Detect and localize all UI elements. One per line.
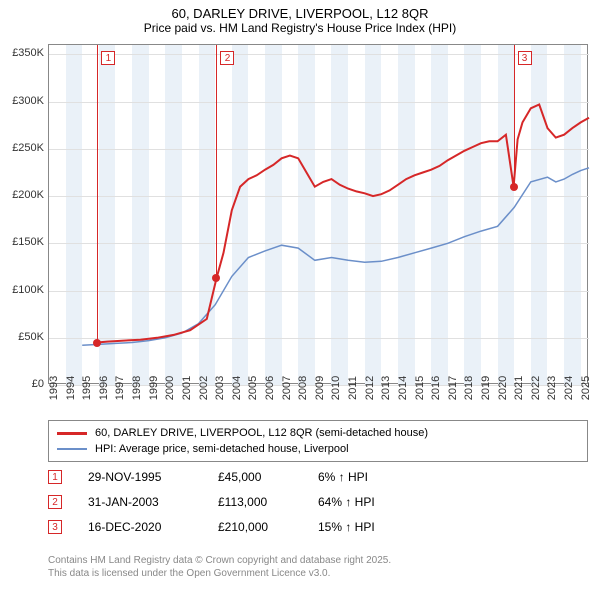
legend-swatch xyxy=(57,432,87,435)
x-tick-label: 2008 xyxy=(297,376,309,400)
y-axis: £0£50K£100K£150K£200K£250K£300K£350K xyxy=(0,44,46,384)
sale-delta: 15% ↑ HPI xyxy=(318,520,438,534)
x-tick-label: 2020 xyxy=(497,376,509,400)
sale-marker-dot xyxy=(510,183,518,191)
x-tick-label: 2025 xyxy=(580,376,592,400)
sale-price: £113,000 xyxy=(218,495,318,509)
sale-row: 1 29-NOV-1995£45,0006% ↑ HPI xyxy=(48,464,588,489)
legend-label: 60, DARLEY DRIVE, LIVERPOOL, L12 8QR (se… xyxy=(95,427,428,439)
x-tick-label: 2013 xyxy=(380,376,392,400)
sale-marker-label: 3 xyxy=(518,51,532,65)
x-tick-label: 2011 xyxy=(347,376,359,400)
x-tick-label: 1997 xyxy=(114,376,126,400)
sale-marker-label: 1 xyxy=(101,51,115,65)
sale-marker-dot xyxy=(212,274,220,282)
sale-date: 16-DEC-2020 xyxy=(88,520,218,534)
x-tick-label: 2018 xyxy=(463,376,475,400)
sale-price: £45,000 xyxy=(218,470,318,484)
chart: 123 £0£50K£100K£150K£200K£250K£300K£350K… xyxy=(48,44,588,412)
y-tick-label: £0 xyxy=(32,378,44,390)
x-tick-label: 2012 xyxy=(364,376,376,400)
page-title: 60, DARLEY DRIVE, LIVERPOOL, L12 8QR xyxy=(0,6,600,21)
footer-line: Contains HM Land Registry data © Crown c… xyxy=(48,554,588,567)
x-tick-label: 2022 xyxy=(530,376,542,400)
legend-swatch xyxy=(57,448,87,450)
legend: 60, DARLEY DRIVE, LIVERPOOL, L12 8QR (se… xyxy=(48,420,588,462)
x-tick-label: 1994 xyxy=(65,376,77,400)
x-tick-label: 2010 xyxy=(330,376,342,400)
series-line xyxy=(82,168,589,345)
x-tick-label: 2023 xyxy=(546,376,558,400)
legend-label: HPI: Average price, semi-detached house,… xyxy=(95,443,349,455)
x-tick-label: 2005 xyxy=(247,376,259,400)
y-tick-label: £200K xyxy=(12,189,44,201)
x-tick-label: 1993 xyxy=(48,376,60,400)
y-tick-label: £350K xyxy=(12,47,44,59)
y-tick-label: £150K xyxy=(12,236,44,248)
x-tick-label: 2017 xyxy=(447,376,459,400)
x-tick-label: 1999 xyxy=(148,376,160,400)
sale-index-box: 1 xyxy=(48,470,62,484)
sale-marker-label: 2 xyxy=(220,51,234,65)
sale-row: 3 16-DEC-2020£210,00015% ↑ HPI xyxy=(48,514,588,539)
x-tick-label: 2002 xyxy=(198,376,210,400)
x-tick-label: 1998 xyxy=(131,376,143,400)
sale-date: 29-NOV-1995 xyxy=(88,470,218,484)
page-subtitle: Price paid vs. HM Land Registry's House … xyxy=(0,21,600,35)
y-tick-label: £100K xyxy=(12,284,44,296)
sale-delta: 6% ↑ HPI xyxy=(318,470,438,484)
x-tick-label: 1995 xyxy=(81,376,93,400)
sale-index-box: 2 xyxy=(48,495,62,509)
legend-item: HPI: Average price, semi-detached house,… xyxy=(57,441,579,457)
plot-area: 1 2 3 xyxy=(48,44,588,384)
y-tick-label: £50K xyxy=(18,331,44,343)
y-tick-label: £250K xyxy=(12,142,44,154)
x-tick-label: 2006 xyxy=(264,376,276,400)
sales-table: 1 29-NOV-1995£45,0006% ↑ HPI 2 31-JAN-2003£… xyxy=(48,464,588,539)
x-tick-label: 2015 xyxy=(414,376,426,400)
footer-line: This data is licensed under the Open Gov… xyxy=(48,567,588,580)
x-tick-label: 2001 xyxy=(181,376,193,400)
sale-marker-dot xyxy=(93,339,101,347)
x-tick-label: 1996 xyxy=(98,376,110,400)
x-tick-label: 2014 xyxy=(397,376,409,400)
legend-item: 60, DARLEY DRIVE, LIVERPOOL, L12 8QR (se… xyxy=(57,425,579,441)
x-tick-label: 2021 xyxy=(513,376,525,400)
x-tick-label: 2000 xyxy=(164,376,176,400)
sale-delta: 64% ↑ HPI xyxy=(318,495,438,509)
x-tick-label: 2019 xyxy=(480,376,492,400)
x-axis: 1993199419951996199719981999200020012002… xyxy=(48,384,588,414)
y-tick-label: £300K xyxy=(12,95,44,107)
sale-price: £210,000 xyxy=(218,520,318,534)
series-line xyxy=(97,105,589,343)
x-tick-label: 2024 xyxy=(563,376,575,400)
x-tick-label: 2009 xyxy=(314,376,326,400)
sale-date: 31-JAN-2003 xyxy=(88,495,218,509)
footer: Contains HM Land Registry data © Crown c… xyxy=(48,554,588,580)
sale-index-box: 3 xyxy=(48,520,62,534)
x-tick-label: 2003 xyxy=(214,376,226,400)
x-tick-label: 2016 xyxy=(430,376,442,400)
x-tick-label: 2004 xyxy=(231,376,243,400)
x-tick-label: 2007 xyxy=(281,376,293,400)
sale-row: 2 31-JAN-2003£113,00064% ↑ HPI xyxy=(48,489,588,514)
